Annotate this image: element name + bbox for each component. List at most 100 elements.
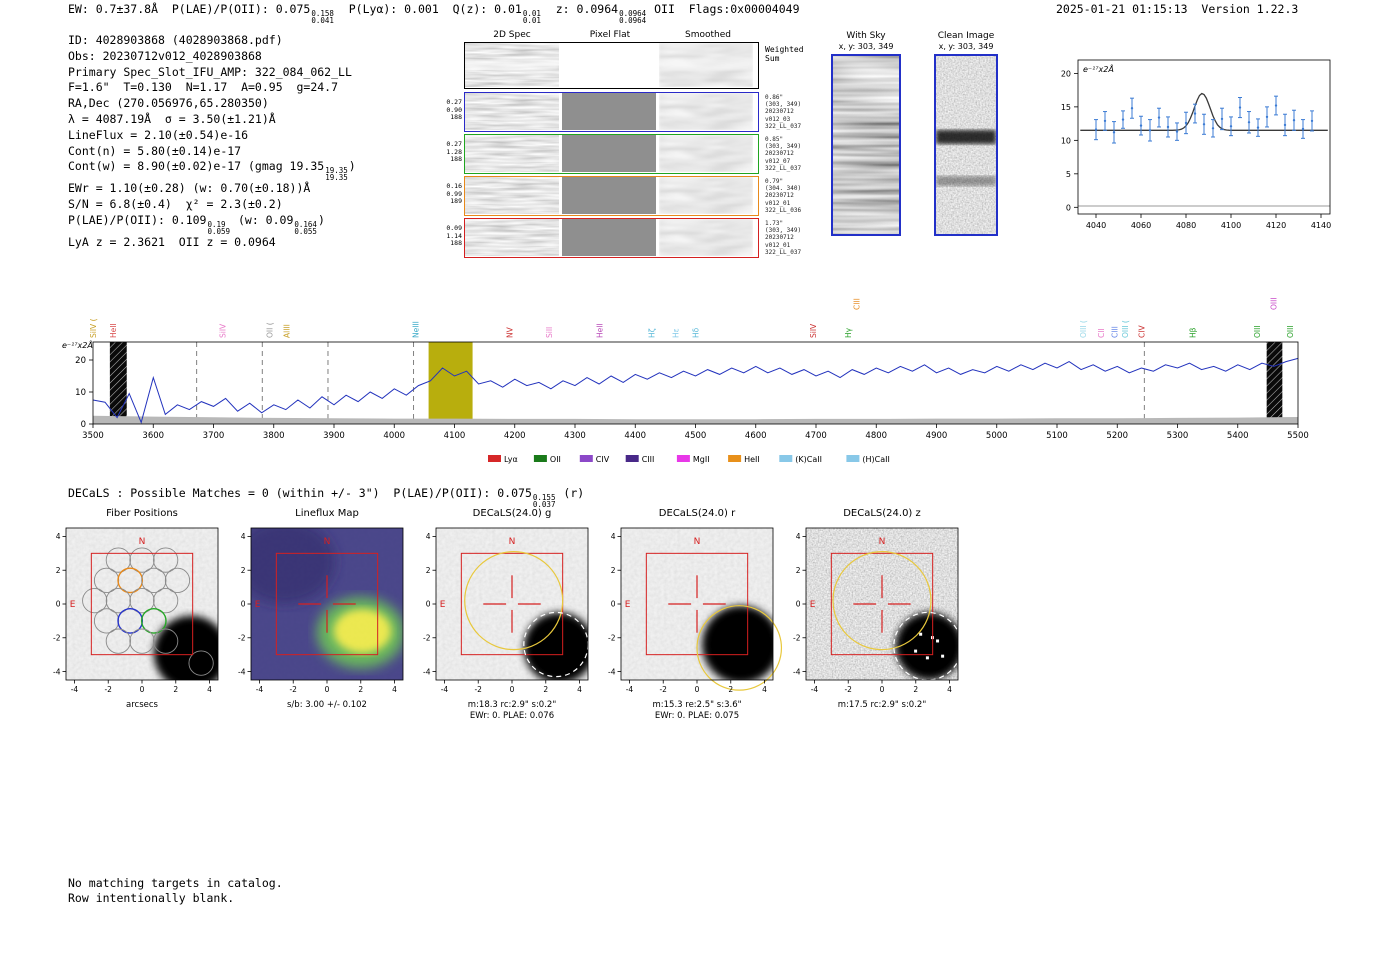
div-el: 1.73" [765,220,784,227]
span-el: 0.055 [294,226,317,236]
g-el [621,528,773,680]
text-segment: LyA z = 2.3621 OII z = 0.0964 [68,234,276,249]
rect-el [625,455,639,462]
rect-el [830,552,934,656]
div-el: 0.27 [446,140,462,148]
smoothed-image [659,93,753,130]
emission-line-label: SiIV [809,323,818,338]
div-el: 0.86" [765,94,784,101]
text-el: 15 [1061,103,1071,112]
compass-east-label: E [70,600,76,610]
circle-el [1202,123,1206,126]
ellipse-el [163,625,218,680]
rect-el [919,632,923,636]
text-el: 2 [173,685,178,694]
col-title-pixelflat: Pixel Flat [589,30,631,40]
circle-el [1166,125,1170,129]
rect-el [562,177,656,214]
circle-el [1211,127,1215,130]
rect-el [562,43,656,87]
emission-line-label: Hβ [1189,327,1198,338]
weighted-smoothed-image [659,43,753,87]
rect-el [941,654,945,658]
text-el: 0 [695,685,700,694]
emission-line-label: Hγ [844,327,853,338]
text-el: 0 [56,600,61,609]
rect-el [533,455,547,462]
emission-line-label: OIII ( [1121,320,1130,338]
rect-el [562,135,656,172]
text-segment: Cont(n) = 5.80(±0.14)e-17 [68,143,242,158]
span-el: 0.158 [311,9,334,18]
cutout-image-3: N E -4 -4 -2 -2 0 0 2 2 4 4 [608,527,783,694]
text-segment: S/N = 6.8(±0.4) χ² = 2.3(±0.2) [68,197,283,212]
text-el: -2 [659,685,667,694]
span-el: 19.35 [325,166,348,176]
rect-el [488,455,501,462]
cutout-image-0: N E -4 -4 -2 -2 0 0 2 2 4 4 [53,527,219,694]
div-el: (303, 349) [765,143,802,151]
text-el: 4400 [624,431,646,441]
pixelflat-image [562,219,656,256]
text-el: -2 [608,633,616,642]
text-el: 2 [56,566,61,575]
text-el: -4 [423,667,431,676]
emission-line-label: OII ( [266,322,275,338]
circle-el [1103,119,1107,123]
footer-line-2: Row intentionally blank. [68,891,235,905]
text-el: -2 [289,685,297,694]
weighted-sum-row: Weighted Sum [443,42,888,89]
emission-line-label: NV [505,326,514,338]
cutout-caption: s/b: 3.00 +/- 0.102 [287,700,367,710]
circle-el [1121,118,1125,121]
rect-el [936,176,996,186]
text-el: 2 [543,685,548,694]
text-segment: Primary Spec_Slot_IFU_AMP: 322_084_062_L… [68,64,352,79]
with-sky-coords: x, y: 303, 349 [838,42,894,51]
info-line: Cont(n) = 5.80(±0.14)e-17 [68,144,356,160]
legend-label: CIII [642,455,655,464]
text-segment: EWr = 1.10(±0.28) (w: 0.70(±0.18))Å [68,181,311,196]
col-title-smoothed: Smoothed [685,30,731,40]
text-el: 5300 [1167,431,1189,441]
text-el: 4 [796,532,801,541]
text-el: -2 [423,633,431,642]
text-el: 4000 [383,431,405,441]
text-el: 4 [207,685,212,694]
emission-line-label: OIII ( [1079,320,1088,338]
weighted-sum-label: Weighted Sum [765,45,804,63]
text-el: -4 [811,685,819,694]
text-segment: P(LAE)/P(OII): 0.109 [68,212,207,227]
ellipse-el [711,615,771,674]
circle-el [1247,121,1251,124]
compass-east-label: E [255,600,261,610]
cutout-panel-1: Lineflux Map N E -4 -4 -2 -2 0 0 2 2 4 4 s/b: 3.00 +/… [231,508,423,733]
circle-el [1283,123,1287,127]
text-el: 4700 [805,431,827,441]
circle-el [1229,125,1233,128]
circle-el [1238,106,1242,109]
emission-line-label: CIV [1137,325,1146,338]
div-el: 322_LL_037 [765,164,802,172]
spec2d-row: 0.09 1.14 188 1.73" (303, 349) 20230712 v012_0… [443,218,888,258]
text-el: 0 [140,685,145,694]
compass-north-label: N [509,537,516,547]
text-el: -2 [474,685,482,694]
circle-el [1139,124,1143,127]
circle-el [696,605,783,691]
emission-line-label: Hδ [692,327,701,338]
emission-line-label: AlIII [282,324,291,338]
emission-line-label: SiIV [219,323,228,338]
div-el: 322_LL_036 [765,206,802,214]
span-el: 0.01 [522,16,541,25]
span-el: 0.0964 [619,16,647,25]
text-el: 3700 [203,431,225,441]
emission-line-label: CIII [1110,326,1119,338]
div-el: 0.79" [765,178,784,185]
rect-el [562,93,656,130]
emission-line-label: CII [1097,328,1106,338]
spec2d-row: 0.16 0.99 189 0.79" (304. 340) 20230712 v012_0… [443,176,888,216]
stacked-uncertainty: 0.164 0.055 [293,221,318,236]
stacked-uncertainty: 0.155 0.037 [532,494,557,509]
fiber-weight-numbers: 0.27 1.28 188 [443,140,462,164]
